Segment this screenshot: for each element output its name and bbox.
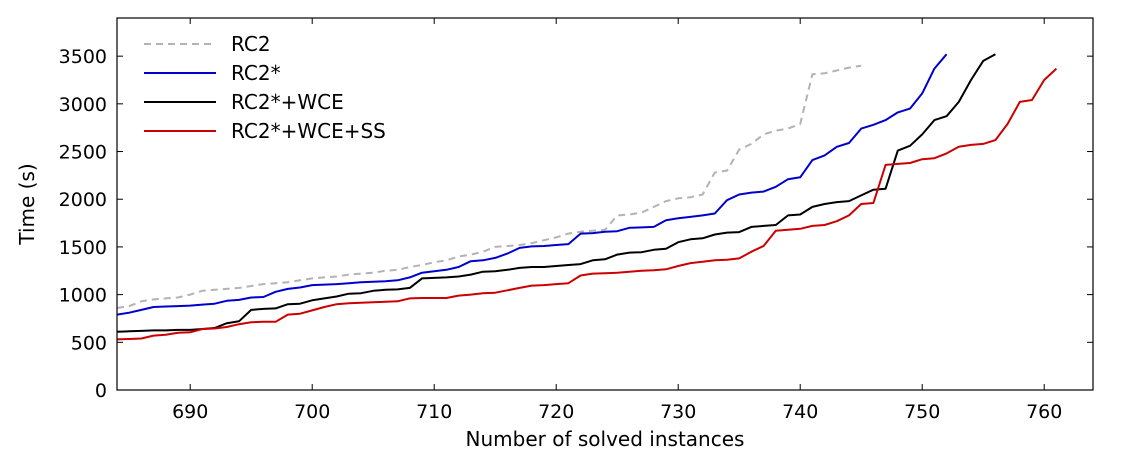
legend-label-2: RC2*+WCE	[231, 90, 344, 114]
x-tick-label: 740	[782, 401, 818, 423]
y-tick-label: 3000	[59, 94, 107, 116]
legend-label-0: RC2	[231, 32, 271, 56]
x-tick-label: 720	[538, 401, 574, 423]
series-line-3	[117, 67, 1058, 341]
y-axis-ticks: 0 500 1000 1500 2000 2500 3000 3500	[59, 46, 1093, 402]
y-axis-label: Time (s)	[15, 163, 39, 245]
x-axis-ticks: 690 700 710 720 730 740 750 760	[172, 18, 1062, 423]
legend: RC2 RC2* RC2*+WCE RC2*+WCE+SS	[144, 32, 386, 143]
series-line-1	[117, 53, 948, 316]
y-tick-label: 3500	[59, 46, 107, 68]
plot-frame	[116, 17, 1094, 391]
x-tick-label: 710	[416, 401, 452, 423]
y-tick-label: 500	[71, 332, 107, 354]
series-line-2	[117, 53, 996, 333]
x-tick-label: 730	[660, 401, 696, 423]
x-tick-label: 700	[294, 401, 330, 423]
y-tick-label: 2500	[59, 142, 107, 164]
series-layer	[117, 53, 1058, 341]
x-axis-label: Number of solved instances	[466, 427, 745, 450]
x-tick-label: 750	[904, 401, 940, 423]
series-line-0	[117, 64, 862, 309]
x-tick-label: 690	[172, 401, 208, 423]
x-tick-label: 760	[1026, 401, 1062, 423]
legend-label-3: RC2*+WCE+SS	[231, 119, 386, 143]
y-tick-label: 1000	[59, 285, 107, 307]
y-tick-label: 1500	[59, 237, 107, 259]
y-tick-label: 0	[95, 380, 107, 402]
legend-label-1: RC2*	[231, 61, 281, 85]
y-tick-label: 2000	[59, 189, 107, 211]
